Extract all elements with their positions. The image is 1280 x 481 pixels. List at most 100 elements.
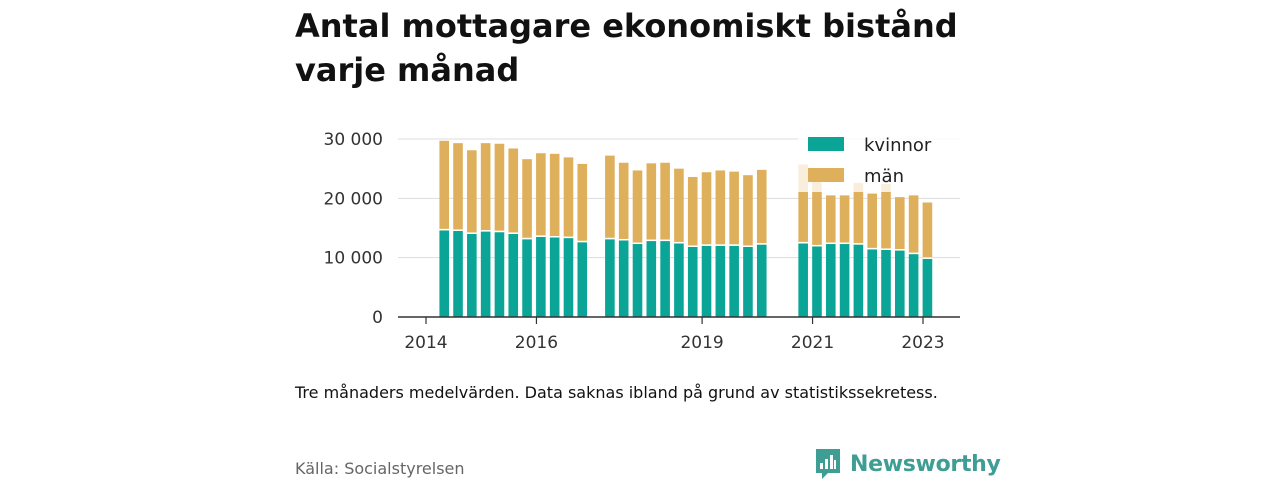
bar-kvinnor <box>756 244 767 317</box>
y-axis-tick-labels: 0 10 000 20 000 30 000 <box>324 130 383 328</box>
bar-man <box>660 162 670 240</box>
bar-kvinnor <box>839 244 850 317</box>
bar-man <box>743 175 753 246</box>
bar-man <box>922 202 933 258</box>
legend-swatch-man <box>808 168 844 182</box>
bar-kvinnor <box>687 246 698 317</box>
bar-separator <box>674 241 684 244</box>
x-tick-label: 2021 <box>791 333 834 353</box>
bar-man <box>729 171 739 245</box>
bar-kvinnor <box>467 233 477 317</box>
bar-chart-badge-icon <box>816 449 840 479</box>
bar-separator <box>522 237 532 240</box>
bar-separator <box>508 232 519 234</box>
bar-man <box>881 184 891 249</box>
bar-separator <box>895 249 905 251</box>
legend-label-man: män <box>864 166 904 187</box>
bar-separator <box>756 243 767 245</box>
bar-kvinnor <box>453 230 463 317</box>
bar-man <box>480 143 491 231</box>
bar-man <box>605 155 615 238</box>
bar-kvinnor <box>867 249 877 317</box>
bar-separator <box>646 239 657 242</box>
chart-note: Tre månaders medelvärden. Data saknas ib… <box>295 383 938 402</box>
bar-separator <box>549 235 560 238</box>
bar-kvinnor <box>618 240 629 317</box>
x-axis-ticks <box>425 317 924 324</box>
bar-kvinnor <box>536 236 546 317</box>
bar-kvinnor <box>908 254 919 317</box>
bar-separator <box>922 257 933 259</box>
legend-label-kvinnor: kvinnor <box>864 135 932 156</box>
bar-kvinnor <box>895 250 905 317</box>
bar-man <box>687 176 698 246</box>
legend: kvinnor män <box>798 128 960 192</box>
bar-kvinnor <box>674 243 684 317</box>
bar-separator <box>467 232 477 234</box>
page-title: Antal mottagare ekonomiskt bistånd varje… <box>295 4 995 92</box>
bar-man <box>825 195 836 243</box>
bar-man <box>467 150 477 233</box>
bar-separator <box>480 230 491 232</box>
brand-name: Newsworthy <box>850 451 1001 477</box>
x-tick-label: 2019 <box>680 333 723 353</box>
bar-man <box>908 195 919 253</box>
bar-kvinnor <box>646 241 657 317</box>
bar-man <box>549 153 560 236</box>
page-title-line-1: Antal mottagare ekonomiskt bistånd <box>295 7 958 45</box>
bar-kvinnor <box>812 246 822 317</box>
bar-man <box>812 172 822 245</box>
bars <box>439 140 933 317</box>
bar-separator <box>536 235 546 237</box>
source-credit: Källa: Socialstyrelsen <box>295 459 465 478</box>
bar-kvinnor <box>439 230 450 317</box>
bar-separator <box>812 244 822 247</box>
y-tick-label: 30 000 <box>324 130 383 150</box>
brand-logo[interactable]: Newsworthy <box>814 447 1001 481</box>
bar-man <box>439 140 450 229</box>
bar-separator <box>618 238 629 241</box>
x-tick-label: 2023 <box>901 333 944 353</box>
bar-man <box>508 148 519 233</box>
bar-kvinnor <box>577 242 588 317</box>
bar-separator <box>453 229 463 231</box>
bar-separator <box>605 237 615 240</box>
bar-separator <box>563 236 574 239</box>
x-tick-label: 2014 <box>404 333 447 353</box>
bar-kvinnor <box>701 245 712 317</box>
bar-kvinnor <box>881 249 891 317</box>
bar-kvinnor <box>605 239 615 317</box>
bar-man <box>453 143 463 230</box>
bar-man <box>536 153 546 236</box>
bar-kvinnor <box>480 231 491 317</box>
bar-man <box>798 164 808 242</box>
bar-separator <box>743 245 753 247</box>
bar-man <box>632 170 643 243</box>
bar-man <box>646 163 657 240</box>
bar-man <box>895 197 905 250</box>
bar-separator <box>660 239 670 242</box>
bar-man <box>715 170 726 245</box>
bar-man <box>867 193 877 248</box>
bar-man <box>563 157 574 237</box>
bar-separator <box>839 242 850 245</box>
bar-separator <box>908 252 919 255</box>
bar-man <box>701 172 712 245</box>
bar-man <box>853 182 864 244</box>
bar-separator <box>494 230 505 233</box>
bar-man <box>618 162 629 239</box>
bar-separator <box>577 240 588 243</box>
page-title-line-2: varje månad <box>295 51 520 89</box>
y-tick-label: 20 000 <box>324 189 383 209</box>
bar-separator <box>687 245 698 247</box>
bar-kvinnor <box>563 238 574 317</box>
bar-separator <box>729 244 739 246</box>
bar-kvinnor <box>508 233 519 317</box>
bar-man <box>839 195 850 243</box>
bar-kvinnor <box>729 245 739 317</box>
bar-separator <box>798 241 808 244</box>
bar-separator <box>825 242 836 245</box>
bar-separator <box>439 228 450 231</box>
bar-kvinnor <box>922 258 933 317</box>
bar-separator <box>715 244 726 246</box>
